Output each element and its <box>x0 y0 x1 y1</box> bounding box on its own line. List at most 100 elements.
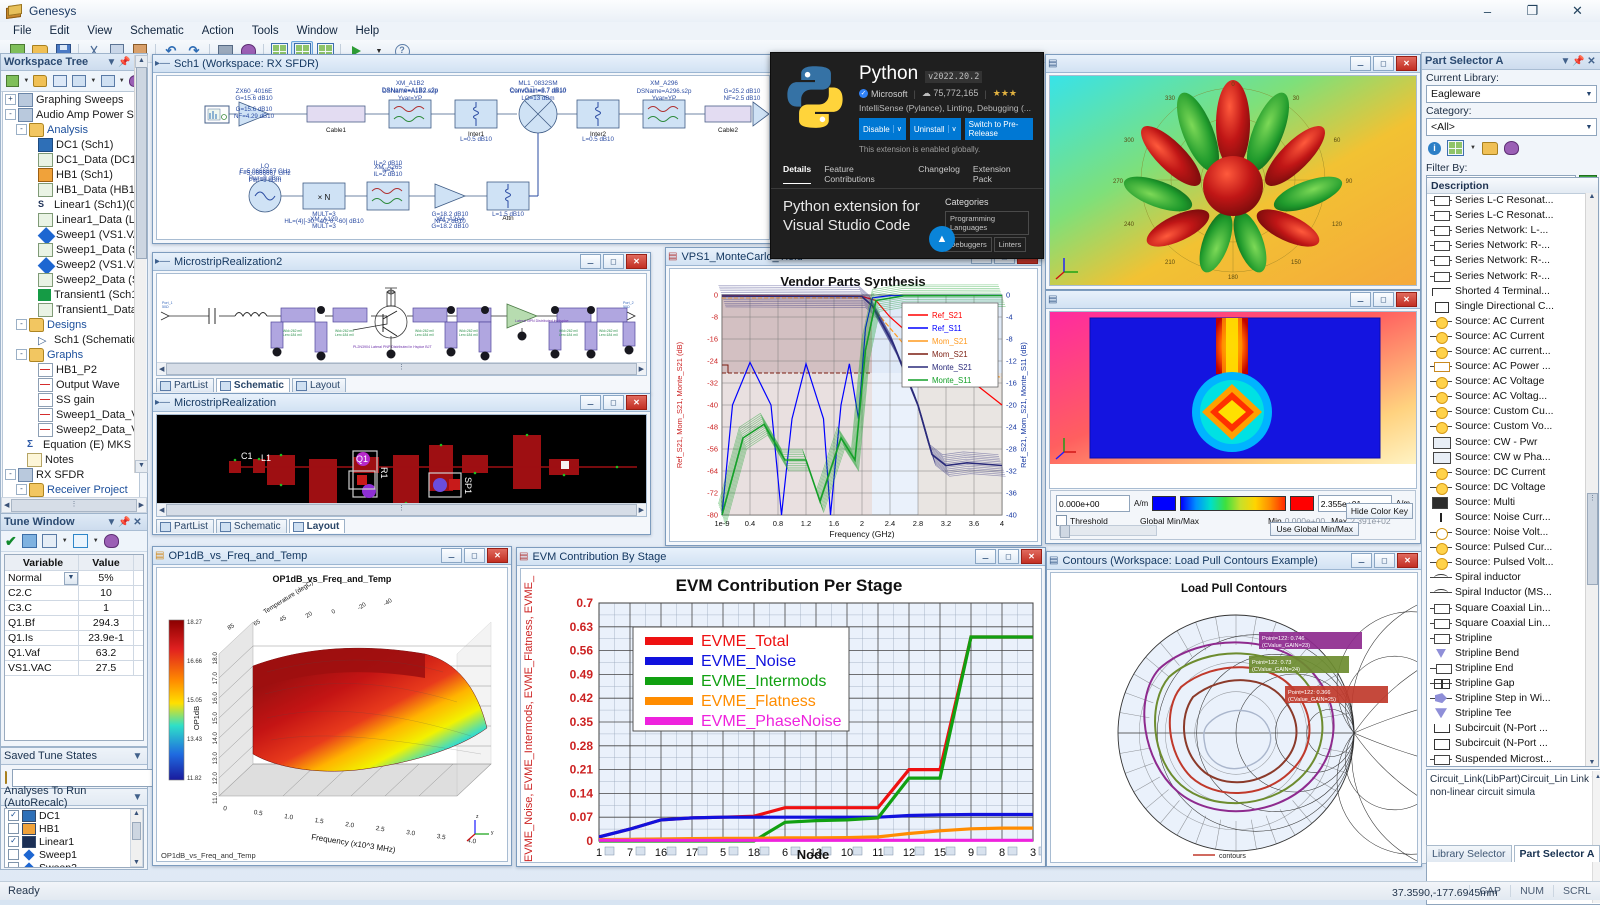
open-folder-icon[interactable] <box>1481 141 1498 155</box>
tune-table-row[interactable]: VS1.VAC 27.5 <box>5 661 143 676</box>
table-icon[interactable] <box>41 534 57 548</box>
tree-horizontal-scrollbar[interactable]: ◀ ⋮ ▶ <box>1 497 147 513</box>
tree-node[interactable]: - Receiver Project <box>3 482 139 497</box>
tab-partlist[interactable]: PartList <box>156 519 214 533</box>
part-list-column-header[interactable]: Description <box>1427 178 1598 194</box>
part-list-item[interactable]: Square Coaxial Lin... <box>1427 601 1586 616</box>
close-icon[interactable]: ✕ <box>133 516 142 528</box>
part-list-item[interactable]: Square Coaxial Lin... <box>1427 616 1586 631</box>
tune-mode-dropdown[interactable]: ▼ <box>64 571 78 585</box>
maximize-button[interactable]: ❐ <box>1526 3 1539 18</box>
close-button[interactable]: ✕ <box>1396 292 1417 307</box>
info-icon[interactable]: i <box>1428 141 1441 155</box>
scroll-thumb[interactable]: ⋮ <box>1587 493 1598 585</box>
max-color-swatch[interactable] <box>1289 496 1314 511</box>
microstrip-layout-tabs[interactable]: PartList Schematic Layout <box>156 519 346 533</box>
scroll-thumb[interactable] <box>132 822 141 840</box>
analysis-checkbox[interactable] <box>8 862 19 867</box>
column-header[interactable]: Value <box>79 555 134 570</box>
maximize-button[interactable]: ◻ <box>1374 553 1395 568</box>
tune-variable-cell[interactable]: Normal ▼ <box>5 571 79 585</box>
tree-node[interactable]: Sweep1_Data_VP <box>3 407 139 422</box>
open-icon[interactable] <box>32 71 48 92</box>
microstrip2-tabs[interactable]: PartList Schematic Layout <box>156 378 346 392</box>
analysis-item[interactable]: ✓ Linear1 <box>5 835 143 848</box>
tune-table-row[interactable]: C3.C 1 <box>5 601 143 616</box>
menu-item-help[interactable]: Help <box>355 25 380 37</box>
tab-schematic[interactable]: Schematic <box>215 519 287 533</box>
palette-icon[interactable] <box>103 534 119 548</box>
tree-node[interactable]: ▷ Sch1 (Schematic) <box>3 332 139 347</box>
close-icon[interactable]: ✕ <box>1587 55 1596 67</box>
antenna-pattern-window[interactable]: ▤ ⚊ ◻ ✕ <box>1045 54 1421 290</box>
analyses-scrollbar[interactable]: ▲ ▼ <box>130 809 143 867</box>
current-library-select[interactable]: Eagleware ▼ <box>1426 85 1597 103</box>
tune-value-cell[interactable]: 10 <box>79 586 134 600</box>
minimize-button[interactable]: ⚊ <box>441 548 462 563</box>
hide-color-key-button[interactable]: Hide Color Key <box>1345 503 1413 519</box>
chevron-down-icon[interactable]: ∨ <box>892 125 902 133</box>
schematic-canvas[interactable]: ZX60_4016E G=15.6 dB10 x Cable1 XM_A1B2 … <box>156 75 770 240</box>
part-list-item[interactable]: Source: AC current... <box>1427 344 1586 359</box>
menu-item-window[interactable]: Window <box>296 25 338 37</box>
contours-chart-area[interactable]: Load Pull Contours Point=122: 0.746 (CVal… <box>1050 572 1418 863</box>
minimize-button[interactable]: ⚊ <box>580 395 601 410</box>
microstrip-layout-canvas[interactable]: C1 L1 Q1 R1 SP1 ◀ ⋮ ▶ <box>156 414 647 517</box>
close-button[interactable]: ✕ <box>626 254 647 269</box>
redo-icon[interactable]: ↷ <box>188 43 200 58</box>
chevron-up-icon[interactable]: ▲ <box>929 226 955 252</box>
tree-node[interactable]: Output Wave <box>3 377 139 392</box>
scroll-down-arrow[interactable]: ▼ <box>135 460 148 473</box>
panel-menu-icon[interactable]: ▼ <box>1560 55 1571 67</box>
tree-node[interactable]: DC1_Data (DC1) <box>3 152 139 167</box>
panel-menu-icon[interactable]: ▼ <box>106 516 117 528</box>
tree-node[interactable]: Transient1 (Sch1) <box>3 287 139 302</box>
tree-node[interactable]: - Graphs <box>3 347 139 362</box>
analysis-checkbox[interactable]: ✓ <box>8 810 19 821</box>
tune-table-row[interactable]: C2.C 10 <box>5 586 143 601</box>
min-color-swatch[interactable] <box>1152 496 1177 511</box>
em-field-canvas[interactable] <box>1049 311 1417 489</box>
tree-node[interactable]: Sweep2_Data (Sw <box>3 272 139 287</box>
tune-variable-cell[interactable]: Q1.Is <box>5 631 79 645</box>
part-list-item[interactable]: Source: Pulsed Volt... <box>1427 555 1586 571</box>
part-list-item[interactable]: Source: Pulsed Cur... <box>1427 540 1586 556</box>
analysis-item[interactable]: Sweep2 <box>5 861 143 867</box>
part-list-item[interactable]: Stripline Step in Wi... <box>1427 691 1586 706</box>
evm-contribution-window[interactable]: ▤ EVM Contribution By Stage ⚊ ◻ ✕ EVM Co… <box>516 547 1046 867</box>
part-list-item[interactable]: Source: CW w Pha... <box>1427 450 1586 465</box>
tree-expander[interactable]: - <box>16 319 27 330</box>
tree-expander[interactable]: - <box>5 469 16 480</box>
menu-item-action[interactable]: Action <box>201 25 234 37</box>
part-list-item[interactable]: Series L-C Resonat... <box>1427 193 1586 208</box>
schematic-window[interactable]: ▸— Sch1 (Workspace: RX SFDR) ZX60_4016E <box>152 54 774 244</box>
tree-node[interactable]: - Audio Amp Power Sw <box>3 107 139 122</box>
analysis-item[interactable]: Sweep1 <box>5 848 143 861</box>
part-list-item[interactable]: Series Network: R-... <box>1427 238 1586 253</box>
close-button[interactable]: ✕ <box>1397 553 1418 568</box>
tree-node[interactable]: Notes <box>3 452 139 467</box>
part-list-item[interactable]: Source: CW - Pwr <box>1427 435 1586 450</box>
close-button[interactable]: ✕ <box>487 548 508 563</box>
part-list-item[interactable]: Subcircuit (N-Port ... <box>1427 736 1586 751</box>
tree-node[interactable]: Sweep1 (VS1.VAC <box>3 226 139 245</box>
threshold-slider[interactable] <box>1059 525 1157 538</box>
part-list[interactable]: Description Series L-C Resonat... Series … <box>1426 177 1599 767</box>
tree-node[interactable]: S Linear1 (Sch1)(0 t <box>3 197 139 212</box>
tune-variables-table[interactable]: Variable Value Normal ▼ 5% C2.C 10 C3.C 1 Q1.Bf 29… <box>4 554 144 741</box>
tree-node[interactable]: HB1_Data (HB1) <box>3 182 139 197</box>
tab-layout[interactable]: Layout <box>288 519 346 533</box>
evm-chart-area[interactable]: EVM Contribution Per Stage EVME_Total EVM… <box>520 568 1042 863</box>
extension-button-switch-to-pre-release[interactable]: Switch to Pre-Release <box>964 118 1033 140</box>
min-value-input[interactable] <box>1056 495 1130 512</box>
extension-button-uninstall[interactable]: Uninstall ∨ <box>909 118 961 140</box>
tree-expander[interactable]: - <box>16 349 27 360</box>
graph-icon[interactable] <box>72 534 88 548</box>
microstrip-layout-horizontal-scrollbar[interactable]: ◀ ⋮ ▶ <box>157 503 646 516</box>
maximize-button[interactable]: ◻ <box>998 549 1019 564</box>
scroll-thumb[interactable] <box>136 67 147 259</box>
tree-node[interactable]: Linear1_Data (Lin <box>3 212 139 227</box>
bottom-tab-library-selector[interactable]: Library Selector <box>1426 845 1512 862</box>
part-list-item[interactable]: Source: Multi <box>1427 495 1586 510</box>
extension-tab-feature-contributions[interactable]: Feature Contributions <box>824 164 875 184</box>
